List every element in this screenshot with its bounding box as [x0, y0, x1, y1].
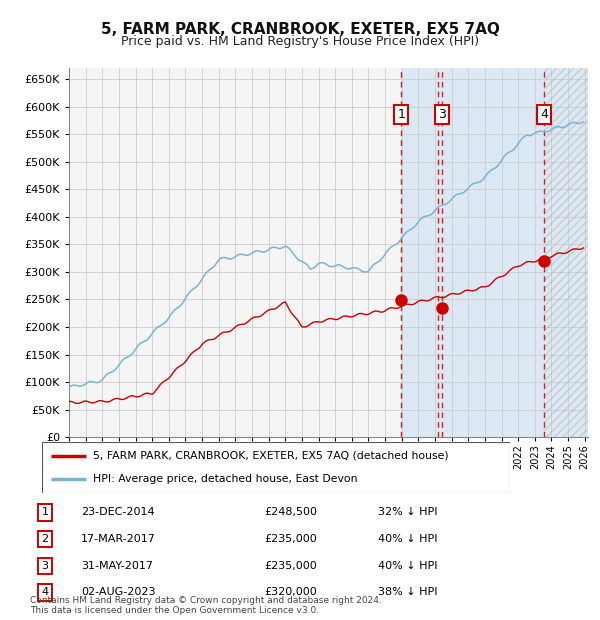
- Text: 32% ↓ HPI: 32% ↓ HPI: [378, 507, 437, 518]
- Bar: [401, 68, 588, 437]
- Text: 5, FARM PARK, CRANBROOK, EXETER, EX5 7AQ: 5, FARM PARK, CRANBROOK, EXETER, EX5 7AQ: [101, 22, 499, 37]
- Text: £235,000: £235,000: [264, 534, 317, 544]
- Text: Contains HM Land Registry data © Crown copyright and database right 2024.
This d: Contains HM Land Registry data © Crown c…: [30, 596, 382, 615]
- Text: £235,000: £235,000: [264, 560, 317, 571]
- Text: 3: 3: [438, 108, 446, 121]
- Text: 5, FARM PARK, CRANBROOK, EXETER, EX5 7AQ (detached house): 5, FARM PARK, CRANBROOK, EXETER, EX5 7AQ…: [94, 451, 449, 461]
- Bar: [544, 68, 588, 437]
- Text: HPI: Average price, detached house, East Devon: HPI: Average price, detached house, East…: [94, 474, 358, 484]
- Bar: [544, 68, 588, 437]
- Text: 31-MAY-2017: 31-MAY-2017: [81, 560, 153, 571]
- Text: 17-MAR-2017: 17-MAR-2017: [81, 534, 156, 544]
- Text: £320,000: £320,000: [264, 587, 317, 598]
- Text: 02-AUG-2023: 02-AUG-2023: [81, 587, 155, 598]
- Text: 38% ↓ HPI: 38% ↓ HPI: [378, 587, 437, 598]
- Text: 40% ↓ HPI: 40% ↓ HPI: [378, 534, 437, 544]
- Text: 1: 1: [397, 108, 405, 121]
- Text: 4: 4: [41, 587, 49, 598]
- Text: 1: 1: [41, 507, 49, 518]
- Text: Price paid vs. HM Land Registry's House Price Index (HPI): Price paid vs. HM Land Registry's House …: [121, 35, 479, 48]
- Text: 2: 2: [41, 534, 49, 544]
- Text: 4: 4: [541, 108, 548, 121]
- Text: 23-DEC-2014: 23-DEC-2014: [81, 507, 155, 518]
- Text: £248,500: £248,500: [264, 507, 317, 518]
- Text: 3: 3: [41, 560, 49, 571]
- Text: 40% ↓ HPI: 40% ↓ HPI: [378, 560, 437, 571]
